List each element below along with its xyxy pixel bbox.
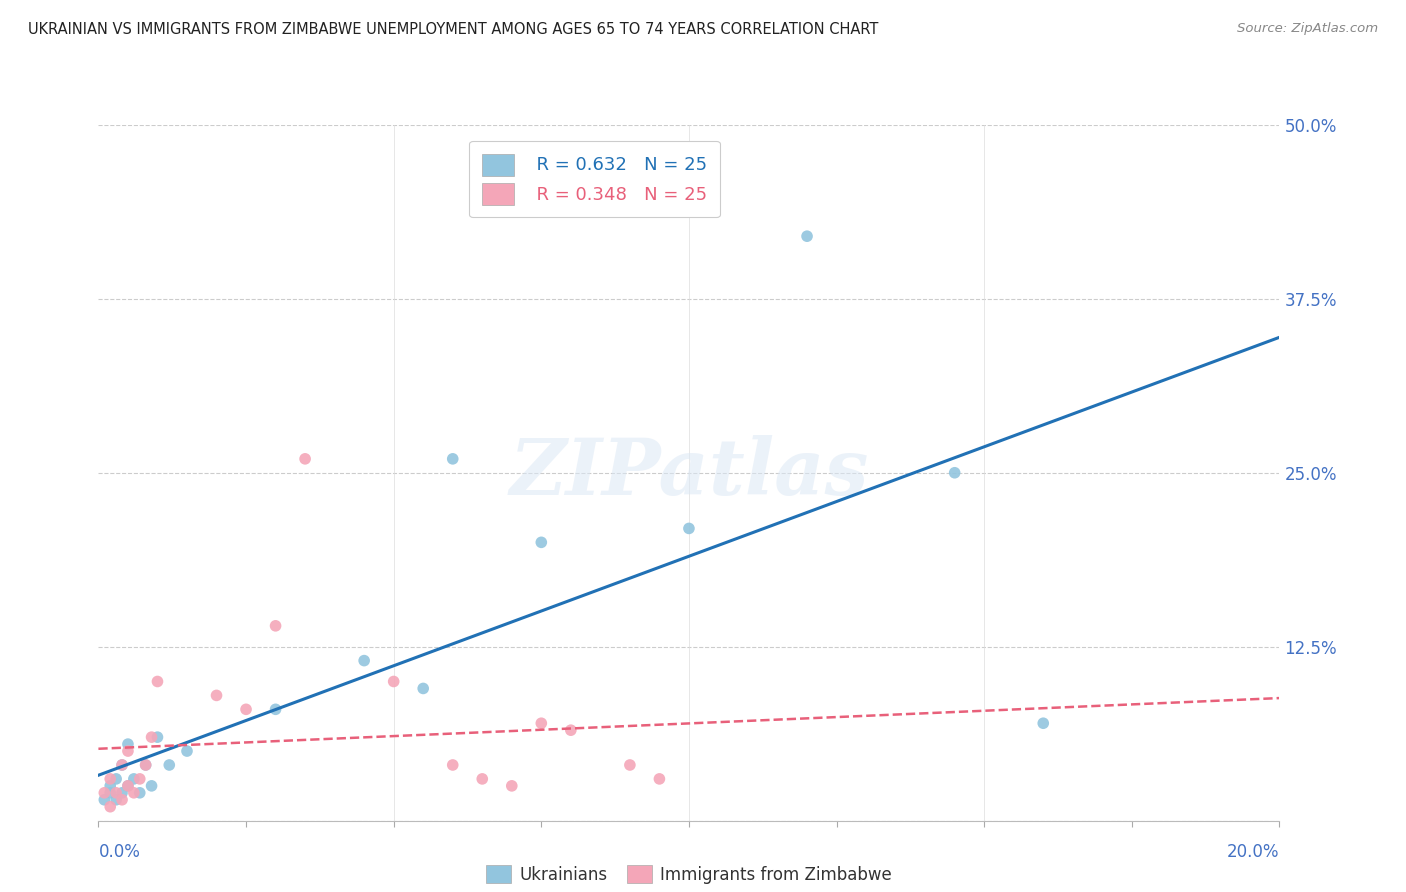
Point bbox=[353, 654, 375, 668]
Text: ZIPatlas: ZIPatlas bbox=[509, 434, 869, 511]
Point bbox=[135, 758, 157, 772]
Point bbox=[235, 702, 257, 716]
Point bbox=[205, 689, 228, 703]
Point bbox=[111, 758, 134, 772]
Point bbox=[648, 772, 671, 786]
Point bbox=[471, 772, 494, 786]
Point bbox=[146, 674, 169, 689]
Point bbox=[93, 793, 115, 807]
Point bbox=[382, 674, 405, 689]
Point bbox=[105, 772, 128, 786]
Point bbox=[122, 772, 145, 786]
Point bbox=[264, 619, 287, 633]
Point bbox=[93, 786, 115, 800]
Point bbox=[501, 779, 523, 793]
Point bbox=[146, 730, 169, 744]
Point bbox=[105, 793, 128, 807]
Point bbox=[98, 779, 121, 793]
Point bbox=[943, 466, 966, 480]
Point bbox=[157, 758, 180, 772]
Point bbox=[98, 799, 121, 814]
Point bbox=[530, 535, 553, 549]
Point bbox=[678, 521, 700, 535]
Point bbox=[264, 702, 287, 716]
Point bbox=[560, 723, 582, 738]
Point bbox=[105, 786, 128, 800]
Point bbox=[111, 793, 134, 807]
Point bbox=[122, 786, 145, 800]
Point bbox=[1032, 716, 1054, 731]
Point bbox=[530, 716, 553, 731]
Point bbox=[98, 786, 121, 800]
Text: 20.0%: 20.0% bbox=[1227, 843, 1279, 861]
Point bbox=[294, 451, 316, 466]
Point bbox=[135, 758, 157, 772]
Point bbox=[141, 730, 163, 744]
Point bbox=[176, 744, 198, 758]
Point bbox=[441, 758, 464, 772]
Point bbox=[619, 758, 641, 772]
Text: 0.0%: 0.0% bbox=[98, 843, 141, 861]
Point bbox=[117, 779, 139, 793]
Text: UKRAINIAN VS IMMIGRANTS FROM ZIMBABWE UNEMPLOYMENT AMONG AGES 65 TO 74 YEARS COR: UKRAINIAN VS IMMIGRANTS FROM ZIMBABWE UN… bbox=[28, 22, 879, 37]
Point bbox=[441, 451, 464, 466]
Point bbox=[111, 786, 134, 800]
Text: Source: ZipAtlas.com: Source: ZipAtlas.com bbox=[1237, 22, 1378, 36]
Point bbox=[796, 229, 818, 244]
Point bbox=[111, 758, 134, 772]
Point bbox=[128, 772, 150, 786]
Point bbox=[412, 681, 434, 696]
Point bbox=[98, 772, 121, 786]
Point bbox=[117, 744, 139, 758]
Point bbox=[141, 779, 163, 793]
Point bbox=[128, 786, 150, 800]
Point bbox=[117, 737, 139, 751]
Legend: Ukrainians, Immigrants from Zimbabwe: Ukrainians, Immigrants from Zimbabwe bbox=[477, 857, 901, 892]
Point bbox=[117, 779, 139, 793]
